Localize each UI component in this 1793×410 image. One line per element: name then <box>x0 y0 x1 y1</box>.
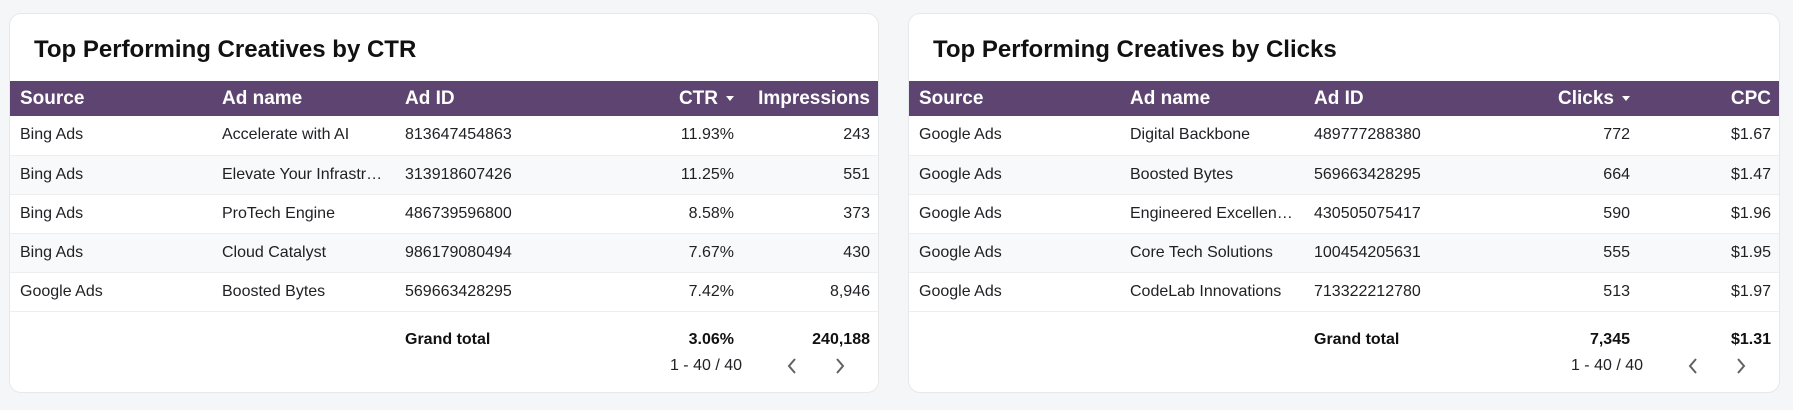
table-row[interactable]: Bing Ads ProTech Engine 486739596800 8.5… <box>10 194 878 233</box>
clicks-card: Top Performing Creatives by Clicks Sourc… <box>908 13 1780 393</box>
column-header-source[interactable]: Source <box>919 87 984 109</box>
grand-total-label: Grand total <box>405 330 491 348</box>
cell-source: Google Ads <box>919 204 1002 222</box>
cell-ad-name: Elevate Your Infrastr… <box>222 165 383 183</box>
pagination-range: 1 - 40 / 40 <box>669 357 742 374</box>
cell-ad-name: CodeLab Innovations <box>1130 282 1282 300</box>
table-row[interactable]: Google Ads Engineered Excellen… 43050507… <box>909 194 1779 233</box>
column-header-ad-id[interactable]: Ad ID <box>1314 87 1364 109</box>
ctr-table: Source Ad name Ad ID CTR Impressions Bin… <box>10 81 878 360</box>
cell-source: Google Ads <box>919 243 1002 261</box>
cell-cpc: $1.67 <box>1730 126 1771 144</box>
sort-desc-icon <box>1622 95 1630 101</box>
table-header-row: Source Ad name Ad ID Clicks CPC <box>909 81 1779 116</box>
cell-cpc: $1.96 <box>1730 204 1771 222</box>
column-header-ad-name[interactable]: Ad name <box>222 87 303 109</box>
card-title: Top Performing Creatives by Clicks <box>933 36 1337 63</box>
table-row[interactable]: Bing Ads Accelerate with AI 813647454863… <box>10 116 878 155</box>
cell-ad-id: 569663428295 <box>1314 165 1421 183</box>
cell-ad-id: 486739596800 <box>405 204 512 222</box>
chevron-left-icon <box>1688 358 1697 374</box>
cell-ad-name: Cloud Catalyst <box>222 243 327 261</box>
cell-source: Google Ads <box>919 165 1002 183</box>
prev-page-button[interactable] <box>768 352 816 380</box>
column-header-impressions[interactable]: Impressions <box>758 87 870 109</box>
cell-ctr: 7.42% <box>688 282 734 300</box>
column-header-cpc[interactable]: CPC <box>1730 87 1771 109</box>
card-title: Top Performing Creatives by CTR <box>34 36 417 63</box>
cell-ad-name: Core Tech Solutions <box>1130 243 1273 261</box>
grand-total-row: Grand total 3.06% 240,188 <box>10 311 878 360</box>
prev-page-button[interactable] <box>1669 352 1717 380</box>
cell-cpc: $1.97 <box>1730 282 1771 300</box>
chevron-right-icon <box>836 358 845 374</box>
table-row[interactable]: Google Ads Core Tech Solutions 100454205… <box>909 233 1779 272</box>
table-row[interactable]: Google Ads Boosted Bytes 569663428295 7.… <box>10 272 878 311</box>
cell-impressions: 8,946 <box>829 282 870 300</box>
cell-source: Bing Ads <box>20 204 84 222</box>
pagination-range: 1 - 40 / 40 <box>1570 357 1643 374</box>
sort-desc-icon <box>726 95 734 101</box>
table-row[interactable]: Google Ads Boosted Bytes 569663428295 66… <box>909 155 1779 194</box>
grand-total-row: Grand total 7,345 $1.31 <box>909 311 1779 360</box>
column-header-ctr[interactable]: CTR <box>594 81 744 116</box>
cell-source: Google Ads <box>919 282 1002 300</box>
column-header-source[interactable]: Source <box>20 87 85 109</box>
table-row[interactable]: Google Ads Digital Backbone 489777288380… <box>909 116 1779 155</box>
cell-source: Google Ads <box>919 126 1002 144</box>
pagination: 1 - 40 / 40 <box>1571 352 1765 380</box>
cell-ctr: 11.25% <box>680 165 734 183</box>
table-row[interactable]: Bing Ads Cloud Catalyst 986179080494 7.6… <box>10 233 878 272</box>
cell-ad-id: 100454205631 <box>1314 243 1421 261</box>
cell-ad-id: 489777288380 <box>1314 126 1421 144</box>
column-header-clicks[interactable]: Clicks <box>1477 81 1640 116</box>
cell-clicks: 590 <box>1603 204 1630 222</box>
chevron-right-icon <box>1737 358 1746 374</box>
cell-ad-id: 569663428295 <box>405 282 512 300</box>
table-header-row: Source Ad name Ad ID CTR Impressions <box>10 81 878 116</box>
cell-ad-name: Boosted Bytes <box>222 282 326 300</box>
next-page-button[interactable] <box>1717 352 1765 380</box>
table-row[interactable]: Google Ads CodeLab Innovations 713322212… <box>909 272 1779 311</box>
cell-cpc: $1.47 <box>1730 165 1771 183</box>
cell-source: Google Ads <box>20 282 103 300</box>
cell-ad-id: 313918607426 <box>405 165 512 183</box>
table-row[interactable]: Bing Ads Elevate Your Infrastr… 31391860… <box>10 155 878 194</box>
cell-impressions: 373 <box>843 204 870 222</box>
cell-impressions: 551 <box>843 165 870 183</box>
cell-ad-name: Accelerate with AI <box>222 126 350 144</box>
cell-ad-name: Digital Backbone <box>1130 126 1251 144</box>
cell-clicks: 772 <box>1603 126 1630 144</box>
cell-ad-name: Engineered Excellen… <box>1130 204 1293 222</box>
cell-ad-name: ProTech Engine <box>222 204 335 222</box>
grand-total-label: Grand total <box>1314 330 1400 348</box>
cell-ad-name: Boosted Bytes <box>1130 165 1234 183</box>
column-header-ad-id[interactable]: Ad ID <box>405 87 455 109</box>
cell-ad-id: 986179080494 <box>405 243 512 261</box>
cell-impressions: 430 <box>843 243 870 261</box>
clicks-table: Source Ad name Ad ID Clicks CPC Google A… <box>909 81 1779 360</box>
cell-clicks: 555 <box>1603 243 1630 261</box>
cell-impressions: 243 <box>843 126 870 144</box>
cell-source: Bing Ads <box>20 243 84 261</box>
cell-ad-id: 813647454863 <box>405 126 512 144</box>
pagination: 1 - 40 / 40 <box>670 352 864 380</box>
cell-ctr: 8.58% <box>688 204 734 222</box>
cell-clicks: 513 <box>1603 282 1630 300</box>
cell-source: Bing Ads <box>20 165 84 183</box>
next-page-button[interactable] <box>816 352 864 380</box>
cell-ad-id: 430505075417 <box>1314 204 1421 222</box>
chevron-left-icon <box>787 358 796 374</box>
column-header-ad-name[interactable]: Ad name <box>1130 87 1211 109</box>
cell-ad-id: 713322212780 <box>1314 282 1421 300</box>
cell-cpc: $1.95 <box>1730 243 1771 261</box>
cell-source: Bing Ads <box>20 126 84 144</box>
cell-ctr: 7.67% <box>688 243 734 261</box>
cell-clicks: 664 <box>1603 165 1630 183</box>
ctr-card: Top Performing Creatives by CTR Source A… <box>9 13 879 393</box>
cell-ctr: 11.93% <box>680 126 734 144</box>
